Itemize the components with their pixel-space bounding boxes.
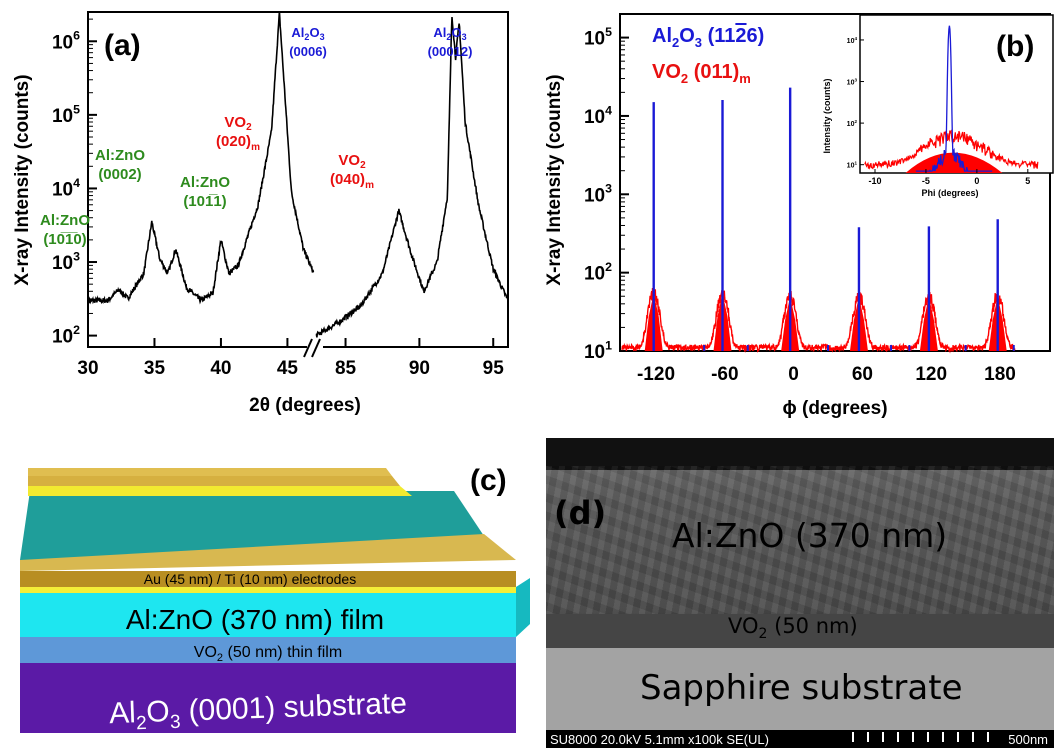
xrd-2theta-chart: 102 103 104 105 106 30 35 40 45 85 90 95 (a) X-ray… bbox=[12, 11, 509, 416]
x-tick-label: 0 bbox=[788, 364, 799, 385]
azo-label: Al:ZnO (370 nm) film bbox=[126, 604, 384, 635]
inset-vo2-fill bbox=[905, 152, 1003, 173]
vo2-label: VO2 (50 nm) thin film bbox=[194, 644, 342, 664]
sem-substrate-label: Sapphire substrate bbox=[640, 668, 963, 708]
peak-index-5: (0006) bbox=[289, 44, 327, 59]
inset-xlabel: Phi (degrees) bbox=[921, 188, 978, 198]
inset-x-tick-label: 5 bbox=[1025, 176, 1030, 186]
x-tick-label: -120 bbox=[637, 364, 675, 385]
xrd-series-1 bbox=[87, 11, 315, 305]
panel-b-tag: (b) bbox=[996, 30, 1034, 63]
panel-d-tag: (d) bbox=[554, 494, 607, 532]
peak-label-4: VO2 bbox=[224, 114, 252, 133]
inset-x-tick-label: -10 bbox=[868, 176, 881, 186]
y-tick-label: 103 bbox=[847, 77, 858, 86]
azo-layer bbox=[20, 593, 516, 637]
peak-index-7: (00012) bbox=[428, 44, 473, 59]
x-tick-label: 85 bbox=[335, 358, 357, 379]
x-tick-label: 30 bbox=[77, 358, 98, 379]
peak-label-2: Al:ZnO bbox=[95, 147, 145, 164]
y-tick-label: 103 bbox=[52, 249, 80, 274]
peak-label-6: VO2 bbox=[338, 152, 366, 171]
sem-vo2-label: VO2 (50 nm) bbox=[728, 614, 858, 643]
scale-bar-ticks bbox=[852, 732, 1002, 742]
x-tick-label: 60 bbox=[852, 364, 873, 385]
y-tick-label: 101 bbox=[847, 161, 858, 170]
x-tick-label: 40 bbox=[210, 358, 231, 379]
sem-info: SU8000 20.0kV 5.1mm x100k SE(UL) bbox=[550, 732, 769, 747]
inset-x-tick-label: -5 bbox=[922, 176, 930, 186]
x-tick-label: 90 bbox=[409, 358, 430, 379]
peak-index-1: (10̅1̅0) bbox=[43, 231, 86, 248]
panel-a-tag: (a) bbox=[104, 29, 141, 62]
y-tick-label: 106 bbox=[52, 29, 80, 54]
sem-image: (d) Al:ZnO (370 nm) VO2 (50 nm) Sapphire… bbox=[546, 438, 1054, 748]
panel-a-xlabel: 2θ (degrees) bbox=[249, 395, 361, 416]
x-tick-label: 180 bbox=[984, 364, 1016, 385]
x-tick-label: 35 bbox=[144, 358, 166, 379]
electrode-label: Au (45 nm) / Ti (10 nm) electrodes bbox=[144, 571, 356, 587]
y-tick-label: 102 bbox=[52, 323, 80, 348]
y-tick-label: 103 bbox=[584, 182, 612, 207]
inset-ylabel: Intensity (counts) bbox=[822, 78, 832, 153]
xrd-series-2 bbox=[315, 16, 509, 338]
legend-al2o3: Al2O3 (1126) bbox=[652, 25, 764, 50]
scale-bar-label: 500nm bbox=[1008, 732, 1048, 747]
sem-azo-label: Al:ZnO (370 nm) bbox=[672, 516, 948, 555]
legend-vo2: VO2 (011)m bbox=[652, 61, 751, 86]
inset-vo2-series bbox=[864, 129, 1039, 170]
vo2-phi-series bbox=[621, 288, 1016, 354]
panel-a-ylabel: X-ray Intensity (counts) bbox=[12, 74, 33, 285]
peak-index-2: (0002) bbox=[98, 166, 141, 183]
peak-index-3: (101̅1) bbox=[183, 193, 226, 210]
y-tick-label: 105 bbox=[584, 25, 612, 50]
peak-label-3: Al:ZnO bbox=[180, 174, 230, 191]
y-tick-label: 104 bbox=[584, 103, 612, 128]
x-tick-label: 120 bbox=[915, 364, 947, 385]
electrode-layer bbox=[20, 571, 516, 587]
y-tick-label: 105 bbox=[52, 102, 80, 127]
y-tick-label: 104 bbox=[52, 176, 80, 201]
peak-index-6: (040)m bbox=[330, 171, 374, 191]
y-tick-label: 104 bbox=[847, 36, 858, 45]
inset-chart: -10 -5 0 5 101 102 103 104 Intensity (counts) P… bbox=[822, 14, 1054, 198]
peak-label-5: Al2O3 bbox=[291, 25, 324, 42]
peak-index-4: (020)m bbox=[216, 133, 260, 153]
x-tick-label: -60 bbox=[711, 364, 738, 385]
y-tick-label: 102 bbox=[847, 119, 858, 128]
peak-label-1: Al:ZnO bbox=[40, 212, 90, 229]
x-tick-label: 95 bbox=[483, 358, 505, 379]
x-tick-label: 45 bbox=[277, 358, 299, 379]
y-tick-label: 102 bbox=[584, 260, 612, 285]
peak-label-7: Al2O3 bbox=[433, 25, 466, 42]
device-schematic: Au (45 nm) / Ti (10 nm) electrodes Al:Zn… bbox=[20, 464, 530, 735]
inset-al2o3-series bbox=[915, 25, 993, 172]
phi-scan-chart: 101 102 103 104 105 -120 -60 0 60 120 180 X-ray I… bbox=[544, 13, 1054, 419]
panel-b-xlabel: ϕ (degrees) bbox=[782, 398, 887, 419]
panel-c-tag: (c) bbox=[470, 464, 507, 497]
substrate-layer bbox=[20, 663, 516, 733]
y-tick-label: 101 bbox=[584, 338, 612, 363]
vo2-layer bbox=[20, 637, 516, 663]
panel-b-ylabel: X-ray Intensity (counts) bbox=[544, 74, 565, 285]
inset-x-tick-label: 0 bbox=[974, 176, 979, 186]
